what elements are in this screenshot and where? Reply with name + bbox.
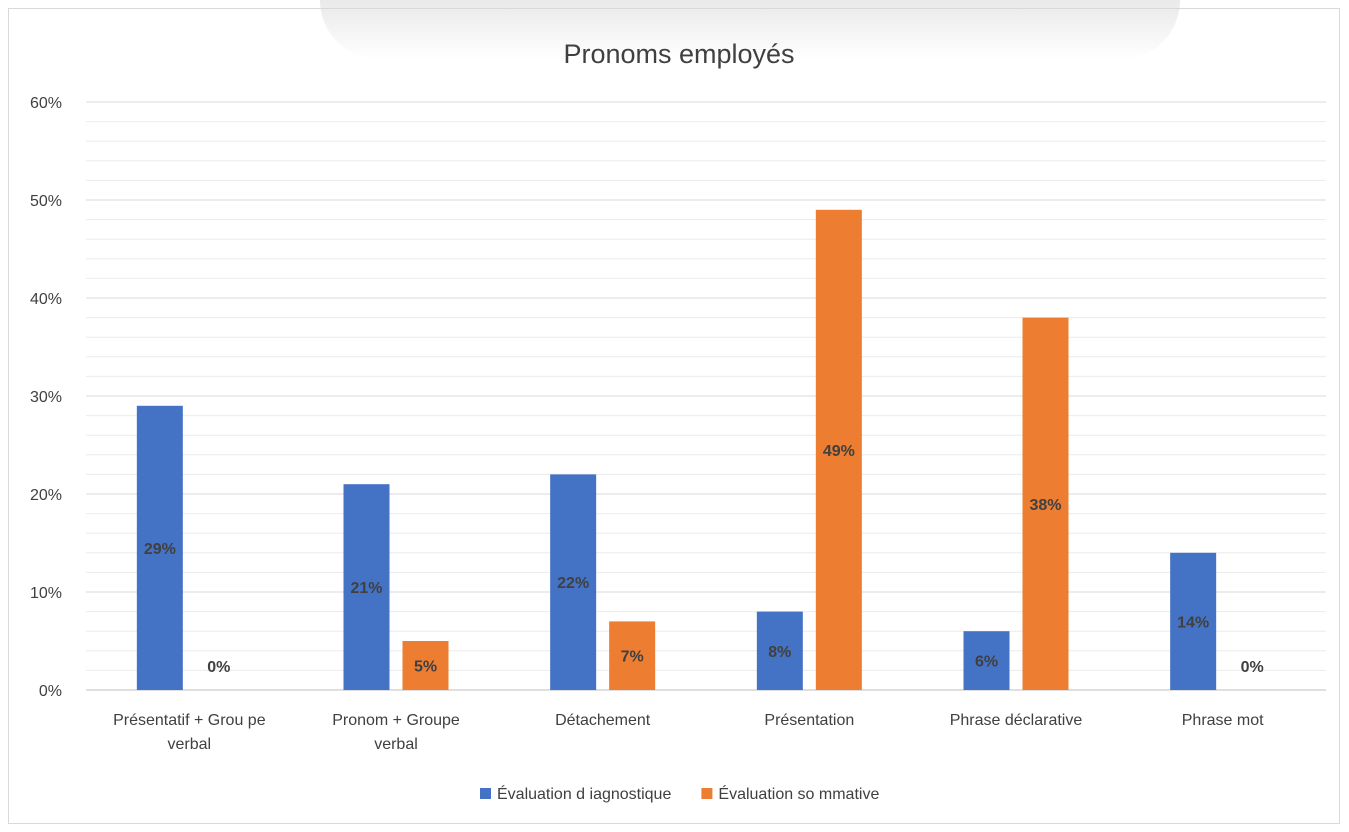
x-tick-label: verbal xyxy=(374,736,418,753)
bar xyxy=(963,631,1010,690)
legend: Évaluation d iagnostique Évaluation so mm… xyxy=(480,784,879,803)
data-label: 7% xyxy=(621,649,644,666)
cats-layer: Présentatif + Grou pe verbal Pronom + Grou… xyxy=(113,712,1264,753)
y-tick-label: 40% xyxy=(30,291,62,308)
x-tick-label: Phrase déclarative xyxy=(950,712,1083,729)
x-tick-label: Présentation xyxy=(764,712,854,729)
x-tick-label: verbal xyxy=(168,736,212,753)
data-label: 22% xyxy=(557,575,589,592)
y-tick-label: 50% xyxy=(30,193,62,210)
bar xyxy=(402,641,449,690)
labels-layer: 29% 0% 21% 5% 22% 7% 8% 49% 6% 38% 14% 0% xyxy=(144,443,1264,676)
bar xyxy=(343,484,390,690)
bar xyxy=(1022,317,1069,690)
legend-swatch xyxy=(480,788,491,799)
data-label: 5% xyxy=(414,659,437,676)
bar xyxy=(609,621,656,690)
x-tick-label: Pronom + Groupe xyxy=(332,712,460,729)
chart-title: Pronoms employés xyxy=(563,39,794,69)
data-label: 8% xyxy=(768,644,791,661)
legend-label: Évaluation so mmative xyxy=(718,784,879,803)
x-tick-label: Détachement xyxy=(555,712,651,729)
data-label: 29% xyxy=(144,541,176,558)
y-tick-label: 20% xyxy=(30,487,62,504)
bar xyxy=(1170,552,1217,690)
data-label: 0% xyxy=(1241,659,1264,676)
data-label: 38% xyxy=(1029,497,1061,514)
axis-layer: 0% 10% 20% 30% 40% 50% 60% xyxy=(30,95,1326,700)
bar xyxy=(136,405,183,690)
bar xyxy=(550,474,597,690)
x-tick-label: Phrase mot xyxy=(1182,712,1264,729)
y-tick-label: 10% xyxy=(30,585,62,602)
data-label: 21% xyxy=(350,580,382,597)
bar xyxy=(815,209,862,691)
grid-layer xyxy=(86,101,1326,671)
data-label: 0% xyxy=(207,659,230,676)
legend-swatch xyxy=(701,788,713,799)
y-tick-label: 30% xyxy=(30,389,62,406)
y-tick-label: 0% xyxy=(39,683,62,700)
y-tick-label: 60% xyxy=(30,95,62,112)
bars-layer xyxy=(136,209,1217,691)
x-tick-label: Présentatif + Grou pe xyxy=(113,712,266,729)
data-label: 49% xyxy=(823,443,855,460)
data-label: 6% xyxy=(975,654,998,671)
bar xyxy=(756,611,803,690)
data-label: 14% xyxy=(1177,614,1209,631)
legend-label: Évaluation d iagnostique xyxy=(497,784,671,803)
